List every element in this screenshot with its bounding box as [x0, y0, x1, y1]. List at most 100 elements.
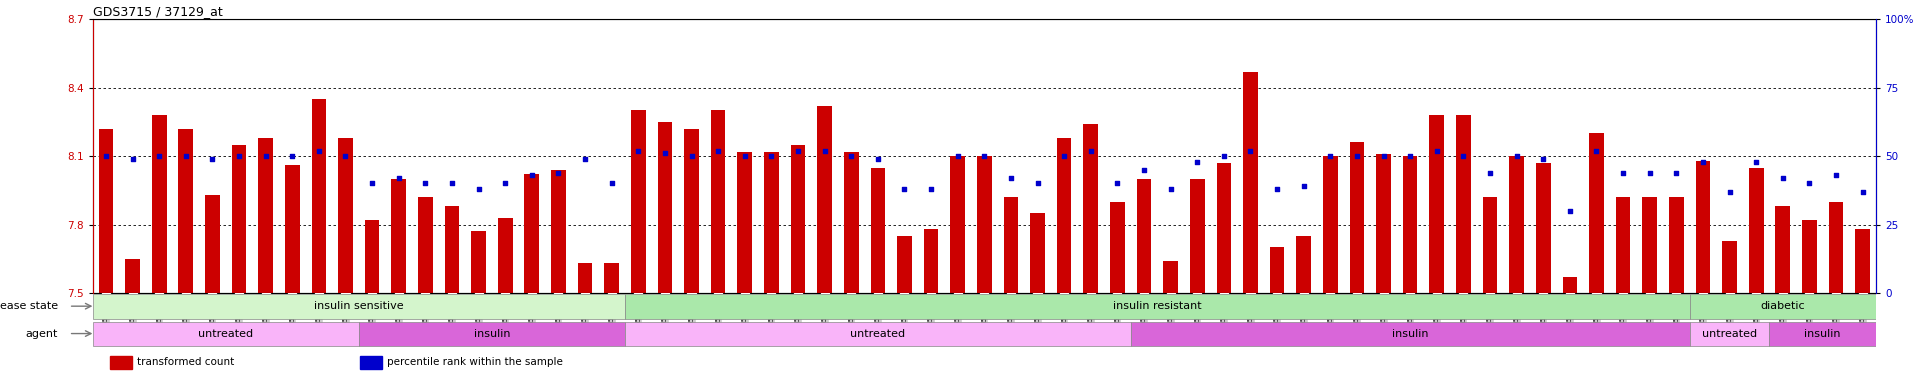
Point	[596, 180, 627, 187]
Bar	[93, 322, 359, 346]
Bar	[1803, 220, 1816, 293]
Bar	[1216, 163, 1231, 293]
Point	[118, 156, 149, 162]
Bar	[1642, 197, 1658, 293]
Point	[1795, 180, 1826, 187]
Text: untreated: untreated	[1702, 329, 1756, 339]
Bar	[1669, 197, 1683, 293]
Bar	[125, 259, 139, 293]
Point	[1687, 159, 1718, 165]
Bar	[1588, 133, 1604, 293]
Point	[463, 186, 494, 192]
Point	[1420, 147, 1451, 154]
Point	[1181, 159, 1212, 165]
Point	[1475, 169, 1505, 175]
Bar	[1083, 124, 1098, 293]
Point	[1608, 169, 1639, 175]
Bar	[1509, 156, 1525, 293]
Bar	[93, 295, 625, 319]
Point	[170, 153, 201, 159]
Bar	[685, 129, 699, 293]
Bar	[1689, 322, 1770, 346]
Bar	[259, 138, 272, 293]
Point	[276, 153, 307, 159]
Point	[969, 153, 1000, 159]
Bar	[152, 115, 166, 293]
Bar	[1031, 213, 1044, 293]
Point	[996, 175, 1027, 181]
Point	[1023, 180, 1054, 187]
Bar	[205, 195, 220, 293]
Text: percentile rank within the sample: percentile rank within the sample	[386, 358, 564, 367]
Point	[782, 147, 813, 154]
Point	[409, 180, 440, 187]
Bar	[338, 138, 353, 293]
Text: insulin: insulin	[473, 329, 510, 339]
Bar	[1137, 179, 1152, 293]
Bar	[1696, 161, 1710, 293]
Bar	[1430, 115, 1444, 293]
Point	[91, 153, 122, 159]
Bar	[471, 232, 486, 293]
Bar	[897, 236, 911, 293]
Bar	[361, 356, 382, 369]
Point	[757, 153, 787, 159]
Point	[1208, 153, 1239, 159]
Point	[1129, 167, 1160, 173]
Bar	[1131, 322, 1689, 346]
Bar	[1243, 72, 1258, 293]
Point	[1048, 153, 1079, 159]
Bar	[1536, 163, 1550, 293]
Point	[1847, 189, 1878, 195]
Text: insulin resistant: insulin resistant	[1114, 301, 1202, 311]
Point	[197, 156, 228, 162]
Bar	[286, 165, 299, 293]
Bar	[1482, 197, 1498, 293]
Bar	[1776, 206, 1791, 293]
Bar	[1722, 240, 1737, 293]
Text: transformed count: transformed count	[137, 358, 234, 367]
Point	[384, 175, 415, 181]
Bar	[392, 179, 405, 293]
Bar	[1455, 115, 1471, 293]
Point	[1581, 147, 1612, 154]
Bar	[791, 145, 805, 293]
Point	[1768, 175, 1799, 181]
Point	[303, 147, 334, 154]
Point	[1448, 153, 1478, 159]
Bar	[178, 129, 193, 293]
Bar	[577, 263, 593, 293]
Bar	[870, 167, 886, 293]
Point	[836, 153, 867, 159]
Bar	[498, 218, 513, 293]
Point	[1287, 183, 1318, 189]
Point	[1341, 153, 1372, 159]
Text: insulin sensitive: insulin sensitive	[315, 301, 403, 311]
Point	[1262, 186, 1293, 192]
Bar	[1563, 277, 1577, 293]
Bar	[419, 197, 432, 293]
Point	[1662, 169, 1693, 175]
Bar	[359, 322, 625, 346]
Point	[436, 180, 467, 187]
Point	[1235, 147, 1266, 154]
Text: disease state: disease state	[0, 301, 58, 311]
Bar	[816, 106, 832, 293]
Point	[1075, 147, 1106, 154]
Text: untreated: untreated	[851, 329, 905, 339]
Bar	[1689, 295, 1876, 319]
Point	[863, 156, 894, 162]
Bar	[1615, 197, 1631, 293]
Bar	[1004, 197, 1019, 293]
Point	[676, 153, 706, 159]
Point	[942, 153, 973, 159]
Point	[1395, 153, 1426, 159]
Point	[251, 153, 282, 159]
Point	[650, 150, 681, 156]
Point	[890, 186, 921, 192]
Point	[915, 186, 946, 192]
Point	[1741, 159, 1772, 165]
Point	[1156, 186, 1187, 192]
Point	[490, 180, 521, 187]
Bar	[1830, 202, 1843, 293]
